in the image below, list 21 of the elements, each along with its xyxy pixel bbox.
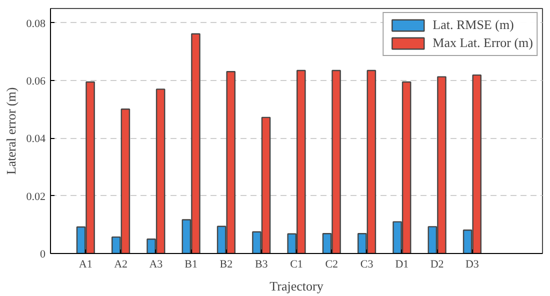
x-tick-label: A1 [78, 258, 92, 270]
y-tick-label: 0.06 [26, 76, 46, 88]
legend-label: Lat. RMSE (m) [432, 17, 514, 33]
x-tick-label: D3 [465, 258, 480, 270]
x-tick-label: C1 [290, 258, 303, 270]
x-tick-label: C2 [325, 258, 338, 270]
y-tick-label: 0.08 [26, 18, 46, 30]
y-tick-label: 0 [40, 248, 46, 260]
y-tick-label: 0.04 [26, 133, 46, 146]
x-tick-label: B3 [254, 258, 268, 270]
x-tick-label: A3 [149, 258, 164, 270]
x-tick-label: B1 [184, 258, 198, 270]
y-axis-title: Lateral error (m) [3, 87, 18, 175]
x-tick-label: C3 [360, 258, 374, 270]
x-tick-label: D2 [430, 258, 444, 270]
x-tick-label: B2 [220, 258, 233, 270]
y-tick-label: 0.02 [26, 190, 46, 203]
x-axis-title: Trajectory [270, 278, 324, 294]
legend-label: Max Lat. Error (m) [432, 35, 533, 51]
x-tick-label: D1 [395, 258, 409, 270]
x-tick-label: A2 [114, 258, 128, 270]
